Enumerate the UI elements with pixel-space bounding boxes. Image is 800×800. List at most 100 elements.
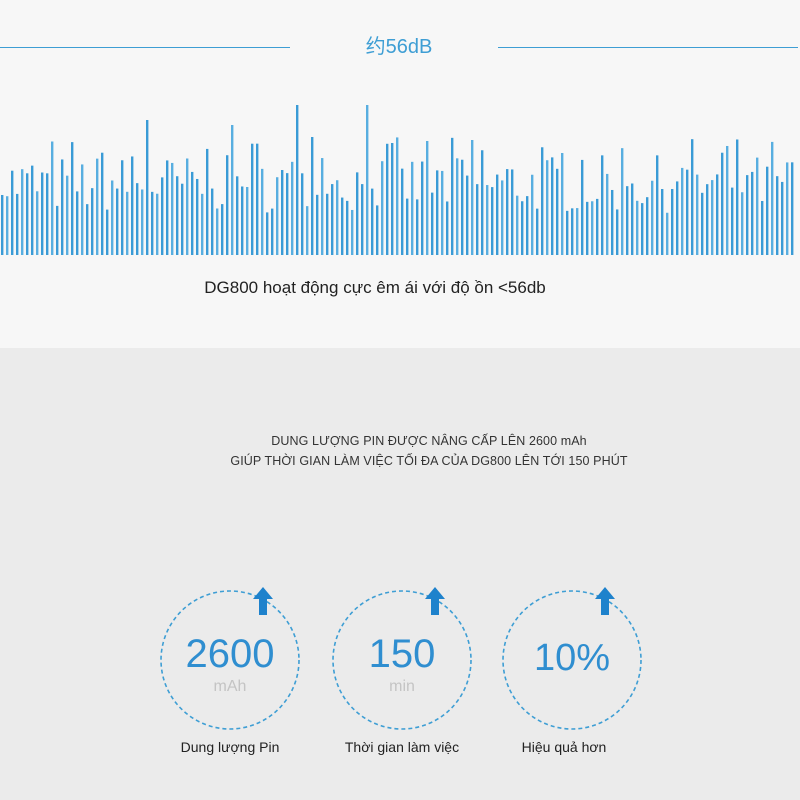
- sound-wave-bar: [81, 164, 84, 255]
- sound-wave-bar: [51, 141, 54, 255]
- sound-wave-bar: [221, 204, 224, 255]
- sound-wave-bar: [141, 189, 144, 255]
- stat-caption: Thời gian làm việc: [344, 739, 460, 755]
- sound-wave-bar: [571, 208, 574, 255]
- sound-wave-bar: [76, 191, 79, 255]
- sound-wave-bar: [701, 192, 704, 255]
- sound-wave-bar: [11, 170, 14, 255]
- sound-wave-bar: [526, 196, 529, 255]
- sound-wave-bar: [576, 208, 579, 255]
- sound-wave-bar: [496, 174, 499, 255]
- sound-wave-bar: [396, 137, 399, 255]
- sound-wave-bar: [641, 203, 644, 255]
- noise-panel: 约56dB DG800 hoạt động cực êm ái với độ ồ…: [0, 0, 800, 348]
- dashed-ring: [332, 590, 472, 730]
- sound-wave-bar: [151, 191, 154, 255]
- battery-headline-line-2: GIÚP THỜI GIAN LÀM VIỆC TỐI ĐA CỦA DG800…: [230, 454, 628, 468]
- dashed-ring: [502, 590, 642, 730]
- sound-wave-bar: [266, 212, 269, 255]
- sound-wave-bar: [466, 175, 469, 255]
- sound-wave-bar: [531, 174, 534, 255]
- sound-wave-bar: [621, 148, 624, 255]
- sound-wave-bar: [521, 201, 524, 255]
- sound-wave-bar: [276, 177, 279, 255]
- sound-wave-bar: [66, 175, 69, 255]
- sound-wave-bar: [551, 157, 554, 255]
- sound-wave-bar: [46, 173, 49, 255]
- battery-headline-line-1: DUNG LƯỢNG PIN ĐƯỢC NÂNG CẤP LÊN 2600 mA…: [271, 434, 587, 448]
- sound-wave-bar: [436, 170, 439, 255]
- sound-wave-bar: [561, 153, 564, 255]
- sound-wave-bar: [606, 173, 609, 255]
- sound-wave-bar: [611, 189, 614, 255]
- sound-wave-bar: [386, 143, 389, 255]
- sound-wave-bar: [726, 145, 729, 255]
- sound-wave-bar: [91, 188, 94, 255]
- sound-wave-bar: [646, 197, 649, 255]
- sound-wave-bar: [616, 209, 619, 255]
- stat-working-time: 150 min Thời gian làm việc: [327, 585, 477, 780]
- sound-wave-bar: [631, 183, 634, 255]
- sound-wave-bar: [171, 162, 174, 255]
- sound-wave-bar: [491, 187, 494, 255]
- sound-wave-bar: [451, 137, 454, 255]
- sound-wave-bar: [281, 170, 284, 255]
- sound-wave-bar: [741, 192, 744, 255]
- sound-wave-bar: [311, 137, 314, 255]
- sound-wave-bar: [746, 175, 749, 255]
- battery-headline: DUNG LƯỢNG PIN ĐƯỢC NÂNG CẤP LÊN 2600 mA…: [0, 431, 800, 471]
- sound-wave-bar: [426, 141, 429, 255]
- sound-wave-bar: [546, 160, 549, 255]
- sound-wave-bar: [356, 172, 359, 255]
- sound-wave-bar: [231, 125, 234, 255]
- sound-wave-bar: [26, 173, 29, 255]
- sound-wave-bar: [291, 161, 294, 255]
- sound-wave-bar: [391, 143, 394, 255]
- sound-wave-bar: [306, 206, 309, 255]
- sound-wave-bar: [756, 157, 759, 255]
- sound-wave-bar: [671, 189, 674, 255]
- sound-wave-bar: [61, 159, 64, 255]
- sound-wave-bar: [636, 200, 639, 255]
- sound-wave-bar: [556, 168, 559, 255]
- sound-wave-bar: [301, 173, 304, 255]
- sound-wave-bar: [366, 105, 369, 255]
- stat-unit: mAh: [213, 678, 247, 695]
- sound-wave-bar: [286, 173, 289, 255]
- stat-battery-capacity: 2600 mAh Dung lượng Pin: [155, 585, 305, 780]
- sound-wave-bar: [156, 193, 159, 255]
- sound-wave-bar: [211, 188, 214, 255]
- sound-wave-bar: [481, 150, 484, 255]
- sound-wave-bar: [431, 192, 434, 255]
- sound-wave-bar: [126, 191, 129, 255]
- stat-caption: Hiệu quả hơn: [521, 739, 607, 755]
- sound-wave-bar: [106, 209, 109, 255]
- sound-wave-bar: [411, 161, 414, 255]
- sound-wave-bar: [1, 194, 4, 255]
- sound-wave-bar: [96, 158, 99, 255]
- sound-wave-bar: [461, 159, 464, 255]
- sound-wave-bar: [721, 152, 724, 255]
- sound-wave-bar: [6, 196, 9, 255]
- sound-wave-bar: [766, 166, 769, 255]
- sound-wave-bar: [216, 208, 219, 255]
- sound-wave-bar: [271, 208, 274, 255]
- sound-wave-bar: [681, 167, 684, 255]
- sound-wave-bar: [136, 183, 139, 255]
- sound-wave-bar: [791, 162, 794, 255]
- sound-wave-bar: [501, 180, 504, 255]
- sound-wave-bar: [71, 142, 74, 255]
- sound-wave-bar: [566, 210, 569, 255]
- sound-wave-bar: [421, 161, 424, 255]
- sound-wave-bar: [321, 158, 324, 255]
- sound-wave-bar: [596, 198, 599, 255]
- sound-wave-bar: [731, 187, 734, 255]
- sound-wave-bar: [541, 147, 544, 255]
- sound-wave-bar: [446, 201, 449, 255]
- sound-wave-bar: [326, 193, 329, 255]
- sound-wave-bar: [471, 140, 474, 255]
- sound-wave-bar: [716, 174, 719, 255]
- sound-wave-bar: [236, 176, 239, 255]
- sound-wave-bar: [661, 189, 664, 255]
- up-arrow-icon: [253, 587, 273, 615]
